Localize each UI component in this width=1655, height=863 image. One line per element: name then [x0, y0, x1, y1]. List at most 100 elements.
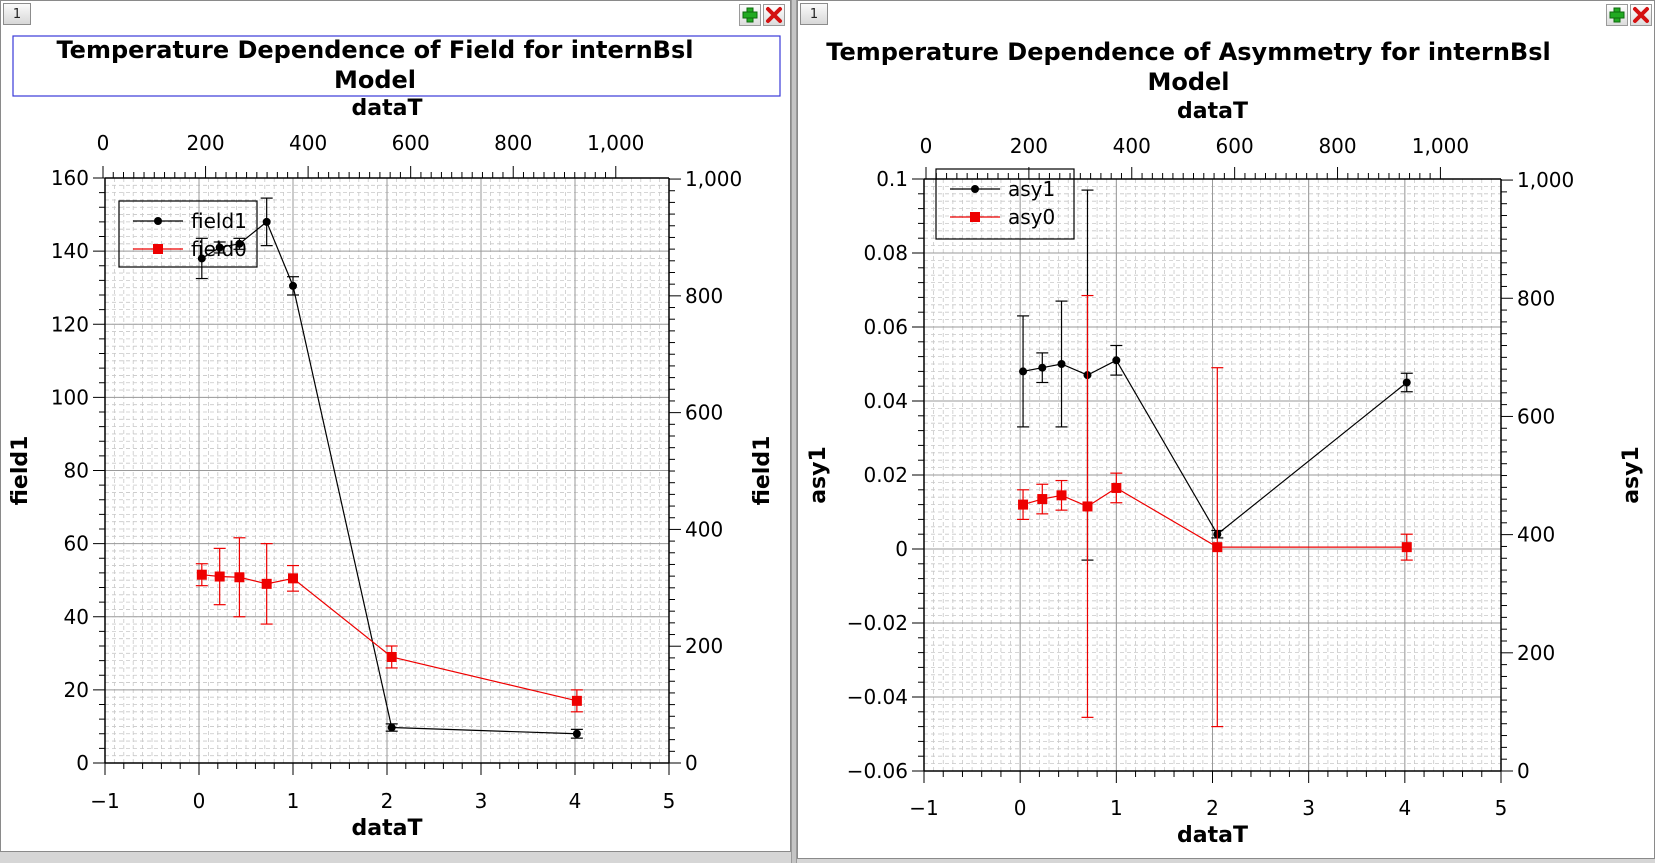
- legend: field1 field0: [118, 200, 258, 268]
- y2-tick-label: 800: [685, 284, 723, 308]
- panel-splitter[interactable]: [791, 0, 797, 863]
- y-tick-label: 80: [64, 459, 89, 483]
- y-tick-label: 0: [895, 537, 908, 561]
- add-icon[interactable]: [1606, 4, 1628, 26]
- data-point-asy0: [1018, 499, 1029, 510]
- y2-axis-label: field1: [750, 436, 775, 506]
- y-tick-label: 0.02: [863, 463, 908, 487]
- y2-tick-label: 200: [685, 634, 723, 658]
- legend-label: field0: [191, 237, 247, 261]
- y2-tick-label: 400: [1517, 523, 1555, 547]
- x2-tick-label: 800: [1318, 134, 1356, 158]
- x-tick-label: 5: [663, 789, 676, 813]
- legend-marker: [971, 185, 979, 193]
- data-point-field0: [214, 571, 225, 582]
- y-tick-label: 160: [51, 166, 89, 190]
- data-point-field0: [234, 572, 245, 583]
- x-tick-label: 3: [475, 789, 488, 813]
- legend-marker: [153, 244, 163, 254]
- close-icon[interactable]: [763, 4, 785, 26]
- chart-title-line: Model: [334, 66, 416, 94]
- title-box: [12, 35, 781, 97]
- x-tick-label: 4: [1398, 796, 1411, 820]
- y2-tick-label: 1,000: [1517, 168, 1574, 192]
- data-point-asy0: [1037, 494, 1048, 505]
- field-chart: Temperature Dependence of Field for inte…: [8, 35, 781, 841]
- data-point-asy0: [1111, 482, 1122, 493]
- y2-tick-label: 600: [1517, 404, 1555, 428]
- x-axis-label: dataT: [352, 816, 423, 841]
- grid: [104, 177, 670, 764]
- data-point-field0: [288, 573, 298, 584]
- grid: [923, 178, 1502, 772]
- x2-tick-label: 400: [1113, 134, 1151, 158]
- x2-tick-label: 800: [494, 131, 532, 155]
- y2-tick-label: 600: [685, 401, 723, 425]
- legend-label: asy0: [1008, 205, 1055, 229]
- x-tick-label: 0: [193, 789, 206, 813]
- x2-axis-label: dataT: [1177, 99, 1248, 124]
- y-tick-label: 0.1: [876, 167, 908, 191]
- left-plot-panel: 1 Temperature Dependence of Field for in…: [0, 0, 791, 852]
- y-tick-label: 40: [64, 605, 89, 629]
- data-point-asy1: [1402, 378, 1411, 387]
- x-tick-label: 2: [381, 789, 394, 813]
- data-point-field0: [196, 569, 207, 580]
- x2-tick-label: 0: [920, 134, 933, 158]
- x2-tick-label: 0: [97, 131, 110, 155]
- add-icon[interactable]: [739, 4, 761, 26]
- data-point-asy0: [1212, 542, 1223, 553]
- x-tick-label: 2: [1206, 796, 1219, 820]
- y-axis-label: asy1: [806, 446, 831, 504]
- data-point-field1: [572, 729, 581, 738]
- y-tick-label: 0.08: [863, 241, 908, 265]
- data-point-field0: [571, 695, 582, 706]
- data-point-asy1: [1038, 363, 1047, 372]
- y-tick-label: 0.06: [863, 315, 908, 339]
- x2-tick-label: 400: [289, 131, 327, 155]
- y2-tick-label: 800: [1517, 286, 1555, 310]
- x-tick-label: 4: [569, 789, 582, 813]
- left-tab-button[interactable]: 1: [3, 3, 31, 25]
- data-point-field1: [235, 239, 244, 248]
- data-point-asy0: [1401, 542, 1412, 553]
- right-tab-button[interactable]: 1: [800, 3, 828, 25]
- y2-tick-label: 1,000: [685, 167, 742, 191]
- x2-tick-label: 200: [186, 131, 224, 155]
- legend-label: field1: [191, 209, 247, 233]
- data-point-field1: [289, 281, 297, 290]
- series-line-field0: [201, 574, 578, 702]
- close-icon[interactable]: [1630, 4, 1652, 26]
- data-point-field1: [197, 254, 206, 263]
- x2-tick-label: 1,000: [1412, 134, 1469, 158]
- y-tick-label: 120: [51, 312, 89, 336]
- x2-tick-label: 200: [1010, 134, 1048, 158]
- data-point-field0: [261, 578, 272, 589]
- data-point-field1: [215, 243, 224, 252]
- chart-title-line: Temperature Dependence of Field for inte…: [57, 36, 694, 64]
- right-plot-panel: 1 Temperature Dependence of Asymmetry fo…: [797, 0, 1655, 859]
- series-field0: [195, 537, 583, 713]
- x2-axis-label: dataT: [352, 96, 423, 121]
- y-axis-label: field1: [8, 436, 33, 506]
- data-point-asy1: [1112, 356, 1121, 365]
- x-tick-label: 5: [1495, 796, 1508, 820]
- y-tick-label: 140: [51, 239, 89, 263]
- data-point-asy1: [1019, 367, 1028, 376]
- asymmetry-chart: Temperature Dependence of Asymmetry for …: [806, 38, 1644, 848]
- x-tick-label: 0: [1014, 796, 1027, 820]
- data-point-asy0: [1056, 490, 1067, 501]
- series-asy0: [1017, 294, 1413, 728]
- y-tick-label: 100: [51, 385, 89, 409]
- legend-marker: [154, 217, 162, 225]
- x-tick-label: −1: [909, 796, 938, 820]
- x-tick-label: 1: [1110, 796, 1123, 820]
- chart-title-line: Model: [1147, 68, 1229, 96]
- legend-label: asy1: [1008, 177, 1055, 201]
- y2-tick-label: 400: [685, 517, 723, 541]
- legend-box: [935, 168, 1075, 240]
- y-tick-label: 0: [76, 751, 89, 775]
- series-field1: [195, 197, 583, 739]
- chart-title-line: Temperature Dependence of Asymmetry for …: [826, 38, 1550, 66]
- x2-tick-label: 600: [1216, 134, 1254, 158]
